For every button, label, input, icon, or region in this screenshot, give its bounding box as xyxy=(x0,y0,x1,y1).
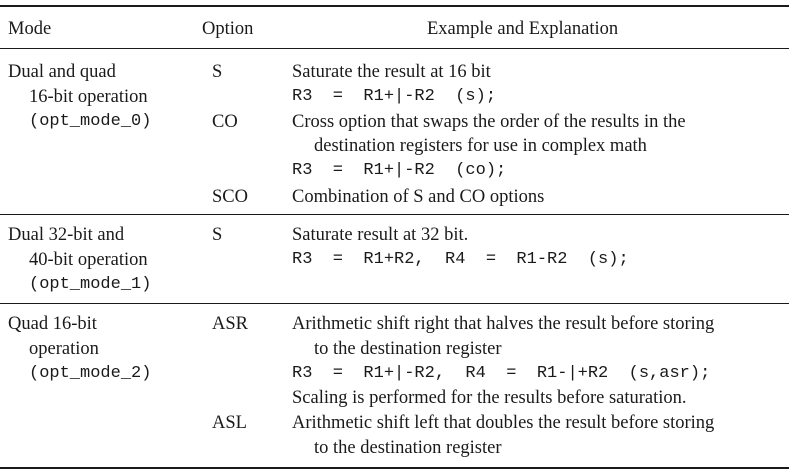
mode-code: (opt_mode_2) xyxy=(29,364,152,383)
mode-code: (opt_mode_1) xyxy=(29,275,152,294)
header-mode: Mode xyxy=(8,19,52,39)
group-rule xyxy=(0,303,789,304)
explanation-line: to the destination register xyxy=(314,438,502,458)
code-example: R3 = R1+|-R2 (s); xyxy=(292,87,497,106)
code-example: R3 = R1+R2, R4 = R1-R2 (s); xyxy=(292,250,629,269)
mode-label: operation xyxy=(29,339,99,359)
explanation-line: Saturate the result at 16 bit xyxy=(292,62,491,82)
explanation-line: to the destination register xyxy=(314,339,502,359)
explanation-line: destination registers for use in complex… xyxy=(314,136,647,156)
option-s: S xyxy=(212,62,223,82)
explanation-line: Scaling is performed for the results bef… xyxy=(292,388,687,408)
mode-label: 40-bit operation xyxy=(29,250,148,270)
mode-code: (opt_mode_0) xyxy=(29,112,152,131)
explanation-line: Saturate result at 32 bit. xyxy=(292,225,469,245)
header-rule xyxy=(0,48,789,49)
explanation-line: Cross option that swaps the order of the… xyxy=(292,112,686,132)
mode-label: 16-bit operation xyxy=(29,87,148,107)
header-explanation: Example and Explanation xyxy=(427,19,619,39)
option-co: CO xyxy=(212,112,238,132)
option-sco: SCO xyxy=(212,187,248,207)
mode-label: Dual 32-bit and xyxy=(8,225,125,245)
mode-label: Dual and quad xyxy=(8,62,116,82)
group-rule xyxy=(0,214,789,215)
code-example: R3 = R1+|-R2 (co); xyxy=(292,161,507,180)
option-s: S xyxy=(212,225,223,245)
explanation-line: Arithmetic shift left that doubles the r… xyxy=(292,413,715,433)
code-example: R3 = R1+|-R2, R4 = R1-|+R2 (s,asr); xyxy=(292,364,711,383)
bottom-rule xyxy=(0,467,789,469)
option-asl: ASL xyxy=(212,413,247,433)
mode-label: Quad 16-bit xyxy=(8,314,97,334)
explanation-line: Arithmetic shift right that halves the r… xyxy=(292,314,715,334)
header-option: Option xyxy=(202,19,254,39)
explanation-line: Combination of S and CO options xyxy=(292,187,545,207)
option-asr: ASR xyxy=(212,314,248,334)
top-rule xyxy=(0,5,789,7)
